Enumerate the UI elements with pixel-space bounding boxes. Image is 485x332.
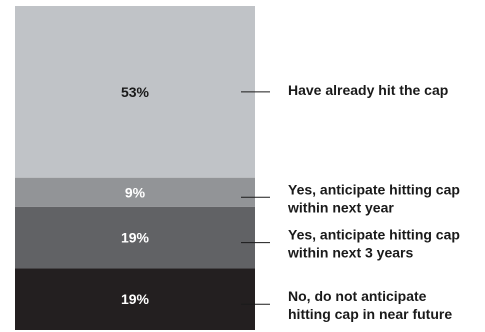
data-label-1: 53% [121, 84, 150, 100]
bar-segment-1 [15, 6, 255, 178]
data-label-2: 9% [125, 184, 146, 200]
legend-label-3-line-1: Yes, anticipate hitting cap [288, 227, 460, 243]
data-label-3: 19% [121, 230, 150, 246]
bar-segment-4 [15, 268, 255, 330]
legend-label-2-line-2: within next year [287, 199, 394, 215]
legend-label-4-line-2: hitting cap in near future [288, 306, 452, 322]
bar-segment-2 [15, 177, 255, 207]
data-label-4: 19% [121, 291, 150, 307]
legend-label-2-line-1: Yes, anticipate hitting cap [288, 181, 460, 197]
legend-label-4-line-1: No, do not anticipate [288, 288, 427, 304]
bar-segment-3 [15, 206, 255, 269]
legend-label-1-line-1: Have already hit the cap [288, 82, 448, 98]
legend-label-3-line-2: within next 3 years [287, 245, 413, 261]
